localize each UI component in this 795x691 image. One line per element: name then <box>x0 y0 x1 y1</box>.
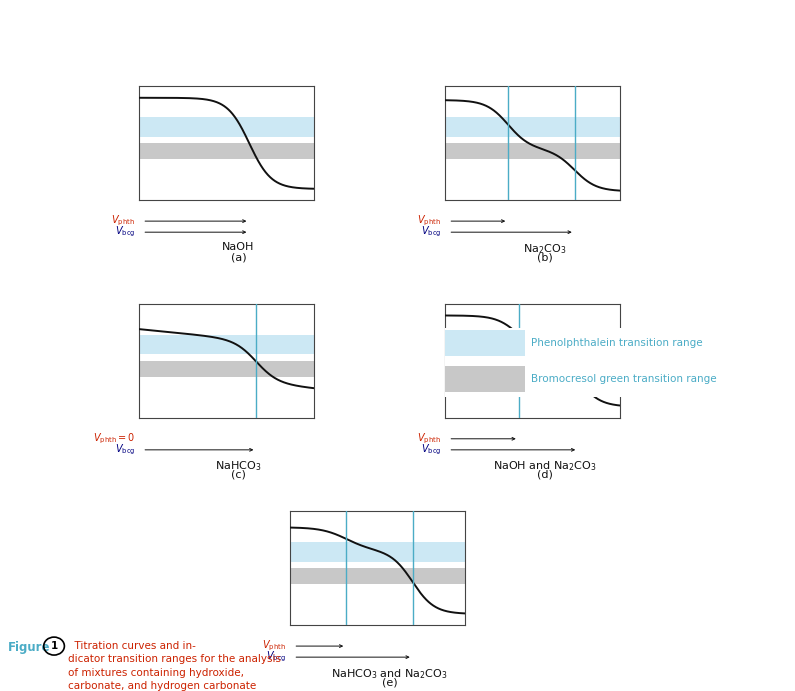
Text: (d): (d) <box>537 470 553 480</box>
Text: (e): (e) <box>382 677 398 687</box>
Bar <box>139 335 314 354</box>
Text: $V_\mathrm{bcg}$: $V_\mathrm{bcg}$ <box>114 225 135 239</box>
Bar <box>139 361 314 377</box>
Bar <box>139 117 314 137</box>
Text: Phenolphthalein transition range: Phenolphthalein transition range <box>531 338 703 348</box>
Text: $V_\mathrm{phth}$: $V_\mathrm{phth}$ <box>417 214 441 228</box>
Text: $V_\mathrm{phth}$: $V_\mathrm{phth}$ <box>262 639 286 653</box>
Bar <box>139 144 314 160</box>
Text: $V_\mathrm{phth}$: $V_\mathrm{phth}$ <box>111 214 135 228</box>
Text: $V_\mathrm{phth} = 0$: $V_\mathrm{phth} = 0$ <box>93 432 135 446</box>
Bar <box>445 335 620 354</box>
Text: Bromocresol green transition range: Bromocresol green transition range <box>531 374 716 384</box>
Text: (a): (a) <box>231 252 246 262</box>
Text: $V_\mathrm{bcg}$: $V_\mathrm{bcg}$ <box>114 443 135 457</box>
Text: $V_\mathrm{bcg}$: $V_\mathrm{bcg}$ <box>266 650 286 664</box>
Bar <box>445 361 620 377</box>
Text: (c): (c) <box>231 470 246 480</box>
Text: Na$_2$CO$_3$: Na$_2$CO$_3$ <box>523 242 566 256</box>
Bar <box>445 117 620 137</box>
Text: NaOH and Na$_2$CO$_3$: NaOH and Na$_2$CO$_3$ <box>493 460 596 473</box>
Text: Titration curves and in-
dicator transition ranges for the analysis
of mixtures : Titration curves and in- dicator transit… <box>68 641 281 691</box>
Text: $V_\mathrm{bcg}$: $V_\mathrm{bcg}$ <box>421 225 441 239</box>
Bar <box>445 144 620 160</box>
Bar <box>445 330 525 356</box>
Text: $V_\mathrm{bcg}$: $V_\mathrm{bcg}$ <box>421 443 441 457</box>
Text: Figure: Figure <box>8 641 50 654</box>
Text: 1: 1 <box>50 641 58 651</box>
Text: NaOH: NaOH <box>223 242 254 252</box>
Bar <box>445 366 525 392</box>
Text: NaHCO$_3$: NaHCO$_3$ <box>215 460 262 473</box>
Bar <box>290 568 465 585</box>
Text: $V_\mathrm{phth}$: $V_\mathrm{phth}$ <box>417 432 441 446</box>
Bar <box>290 542 465 562</box>
Text: NaHCO$_3$ and Na$_2$CO$_3$: NaHCO$_3$ and Na$_2$CO$_3$ <box>332 667 448 681</box>
Text: (b): (b) <box>537 252 553 262</box>
